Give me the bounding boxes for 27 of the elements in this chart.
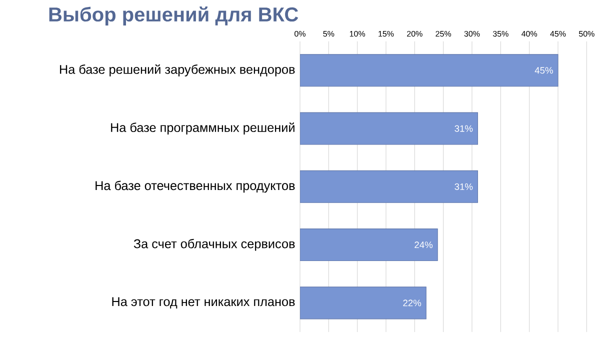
data-label: 31% — [454, 183, 473, 190]
x-tick-label: 15% — [378, 30, 394, 37]
x-tick-label: 30% — [464, 30, 480, 37]
bar — [300, 170, 478, 203]
y-tick-label: На этот год нет никаких планов — [112, 297, 295, 309]
x-tick-label: 20% — [407, 30, 422, 37]
bar — [300, 286, 426, 320]
x-tick-label: 35% — [492, 30, 508, 37]
y-tick-label: На базе решений зарубежных вендоров — [60, 64, 295, 76]
x-tick-label: 10% — [350, 30, 366, 37]
bar — [300, 112, 478, 145]
bar — [300, 228, 438, 262]
x-tick-label: 25% — [436, 30, 452, 37]
data-label: 22% — [403, 300, 422, 306]
chart-title: Выбор решений для ВКС — [49, 6, 298, 26]
x-tick-label: 0% — [294, 30, 306, 37]
y-tick-label: На базе отечественных продуктов — [96, 180, 295, 193]
x-tick-label: 40% — [522, 30, 538, 37]
data-label: 45% — [534, 67, 553, 74]
y-tick-label: За счет облачных сервисов — [134, 238, 295, 251]
data-label: 24% — [414, 242, 433, 248]
bar — [300, 54, 558, 87]
y-tick-label: На базе программных решений — [111, 122, 294, 135]
x-tick-label: 5% — [323, 30, 334, 37]
x-tick-label: 45% — [550, 30, 566, 37]
data-label: 31% — [454, 125, 473, 132]
x-tick-label: 50% — [578, 30, 594, 37]
